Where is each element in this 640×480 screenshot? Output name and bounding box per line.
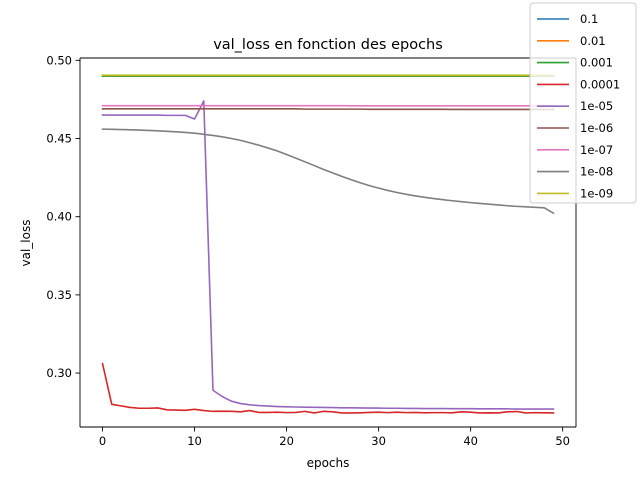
x-tick-label: 10 [187,434,202,448]
series-line-1e-06 [101,108,555,111]
x-axis-label: epochs [307,456,350,470]
y-axis-ticks: 0.30 0.35 0.40 0.45 0.50 [46,53,80,380]
legend-label-1e-05: 1e-05 [580,99,613,113]
chart-title: val_loss en fonction des epochs [213,37,443,53]
series-line-1e-05 [101,100,555,410]
series-layer [101,74,555,414]
legend-label-0.001: 0.001 [580,56,613,70]
series-line-0.0001 [101,362,555,414]
y-tick-label: 0.40 [46,210,72,224]
legend-label-1e-07: 1e-07 [580,143,613,157]
legend-label-1e-06: 1e-06 [580,121,613,135]
plot-area: 0 10 20 30 40 50 0.30 0.35 0.40 0.45 0.50 [46,53,577,448]
legend-items: 0.1 0.01 0.001 0.0001 1e-05 1e-06 1e-07 1e-08 1e… [537,12,620,200]
legend: 0.1 0.01 0.001 0.0001 1e-05 1e-06 1e-07 1e-08 1e… [529,2,637,204]
x-axis-ticks: 0 10 20 30 40 50 [99,427,570,448]
x-tick-label: 40 [463,434,478,448]
x-tick-label: 20 [279,434,294,448]
legend-label-0.01: 0.01 [580,34,606,48]
y-tick-label: 0.50 [46,53,72,67]
x-tick-label: 0 [99,434,106,448]
legend-label-0.1: 0.1 [580,12,598,26]
legend-label-1e-08: 1e-08 [580,165,613,179]
legend-label-0.0001: 0.0001 [580,77,620,91]
y-tick-label: 0.45 [46,132,72,146]
legend-label-1e-09: 1e-09 [580,186,613,200]
legend-box [529,2,637,204]
x-tick-label: 50 [555,434,570,448]
plot-background [80,58,576,427]
axes-frame [79,57,577,428]
x-tick-label: 30 [371,434,386,448]
series-line-1e-08 [101,128,555,215]
y-axis-label: val_loss [19,220,33,267]
y-tick-label: 0.30 [46,366,72,380]
y-tick-label: 0.35 [46,288,72,302]
